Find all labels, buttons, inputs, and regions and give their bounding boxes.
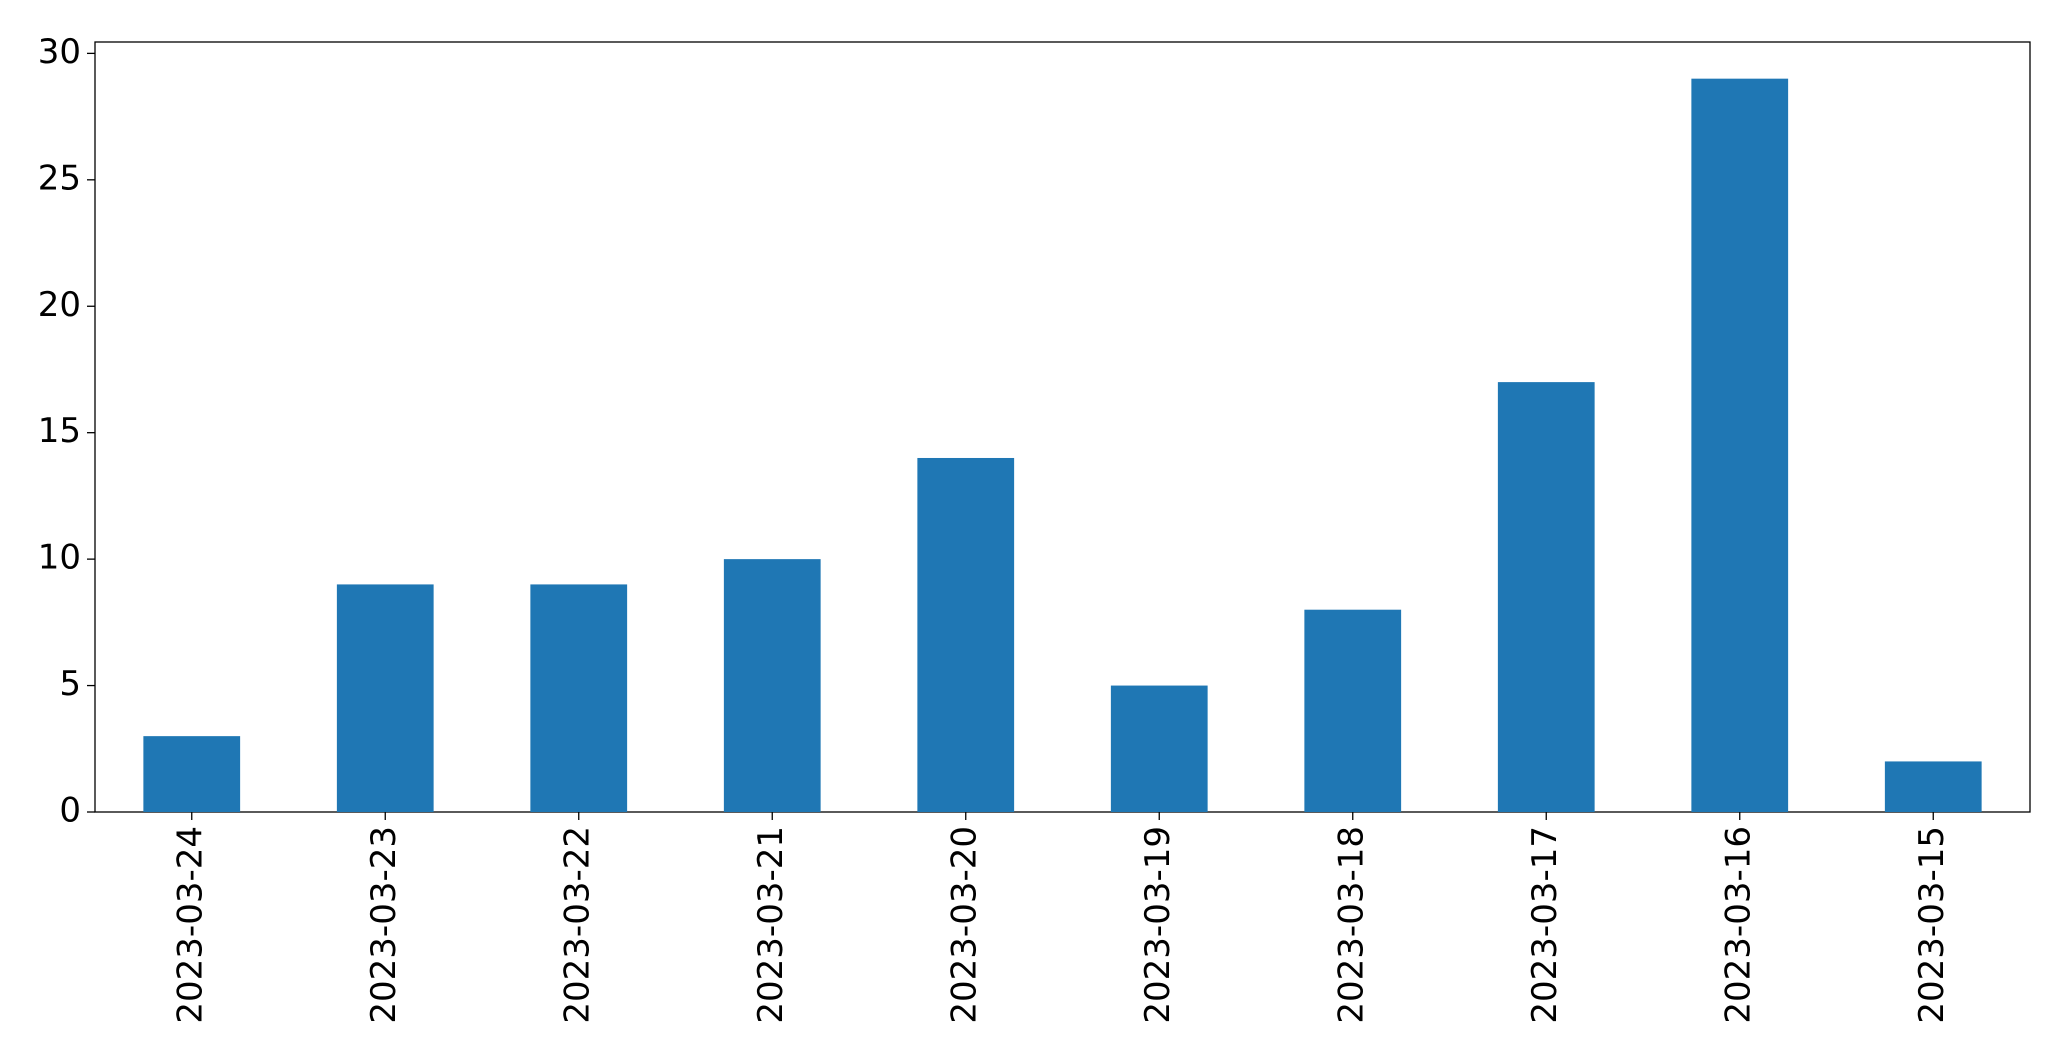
y-tick-label: 10 bbox=[38, 538, 81, 578]
bar bbox=[723, 559, 821, 812]
bar bbox=[530, 584, 628, 812]
y-tick-label: 30 bbox=[38, 32, 81, 72]
x-tick-label: 2023-03-18 bbox=[1331, 826, 1371, 1024]
y-tick-label: 0 bbox=[59, 791, 81, 831]
bar bbox=[336, 584, 434, 812]
axes-frame bbox=[94, 41, 2031, 813]
x-tick-label: 2023-03-22 bbox=[557, 826, 597, 1024]
x-tick-label: 2023-03-24 bbox=[170, 826, 210, 1024]
x-tick-label: 2023-03-23 bbox=[364, 826, 404, 1024]
y-tick-label: 5 bbox=[59, 664, 81, 704]
x-tick-label: 2023-03-21 bbox=[751, 826, 791, 1024]
bar bbox=[1884, 761, 1982, 812]
bar bbox=[917, 457, 1015, 812]
y-tick-label: 25 bbox=[38, 158, 81, 198]
y-tick-label: 20 bbox=[38, 285, 81, 325]
x-tick-label: 2023-03-17 bbox=[1525, 826, 1565, 1024]
bar bbox=[1110, 685, 1208, 812]
x-tick-label: 2023-03-16 bbox=[1718, 826, 1758, 1024]
x-tick-label: 2023-03-19 bbox=[1138, 826, 1178, 1024]
y-tick-label: 15 bbox=[38, 411, 81, 451]
bar bbox=[1691, 78, 1789, 812]
bar bbox=[1304, 609, 1402, 812]
bar bbox=[1497, 382, 1595, 812]
bar bbox=[143, 736, 241, 812]
x-tick-label: 2023-03-15 bbox=[1912, 826, 1952, 1024]
x-tick-label: 2023-03-20 bbox=[944, 826, 984, 1024]
